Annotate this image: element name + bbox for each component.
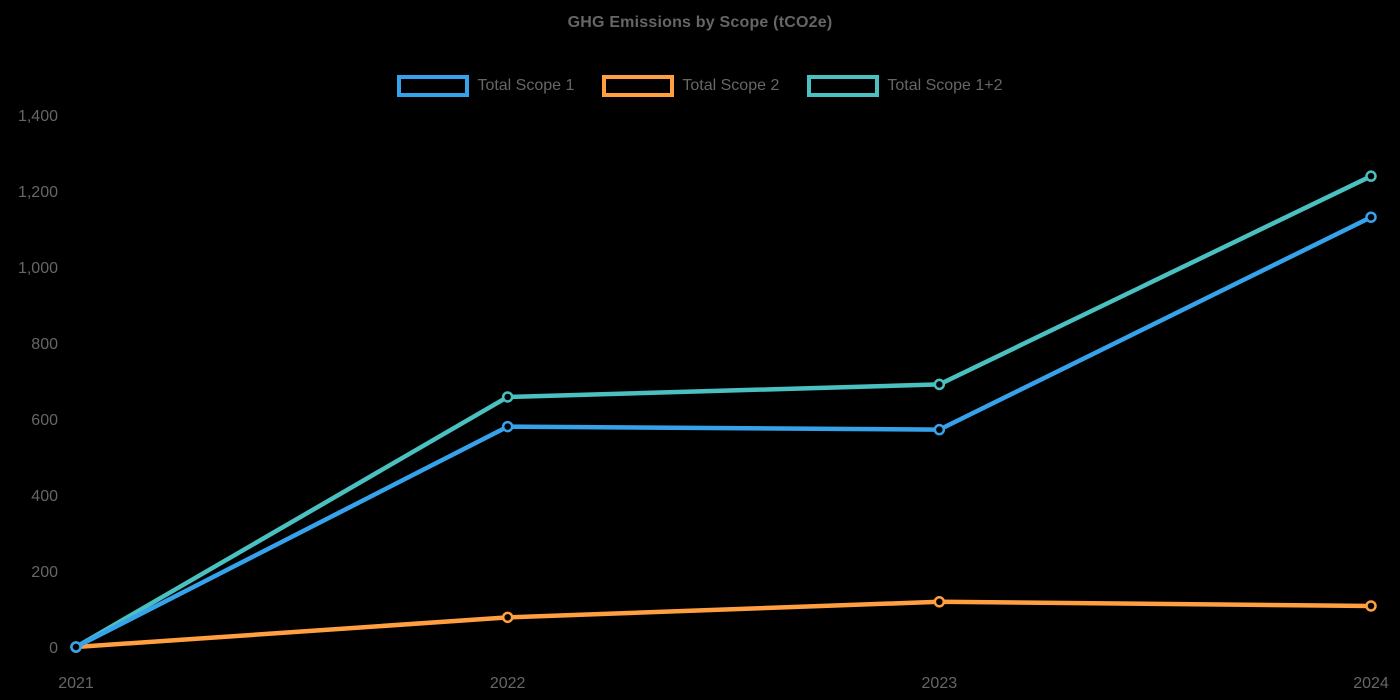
legend-item-total-scope-2[interactable]: Total Scope 2 [602, 75, 779, 97]
x-axis-tick-label: 2021 [58, 675, 94, 692]
legend-item-total-scope-1-2[interactable]: Total Scope 1+2 [807, 75, 1003, 97]
legend-swatch-total-scope-1-2 [807, 75, 880, 97]
x-axis-tick-label: 2023 [922, 675, 958, 692]
chart-title: GHG Emissions by Scope (tCO2e) [567, 14, 833, 31]
data-point[interactable] [501, 391, 514, 403]
data-point[interactable] [501, 420, 514, 433]
data-point[interactable] [1365, 170, 1377, 182]
y-axis-tick-label: 200 [31, 564, 58, 581]
legend-swatch-total-scope-2 [602, 75, 675, 97]
legend-label-total-scope-1: Total Scope 1 [477, 77, 575, 94]
y-axis-tick-label: 800 [31, 336, 58, 353]
y-axis-tick-label: 400 [31, 488, 58, 505]
data-point[interactable] [70, 641, 82, 653]
data-point[interactable] [501, 611, 514, 624]
data-point[interactable] [933, 423, 946, 436]
x-axis-tick-label: 2024 [1353, 675, 1389, 692]
y-axis-tick-label: 600 [31, 412, 58, 429]
y-axis-tick-label: 1,200 [18, 184, 58, 201]
data-point[interactable] [1365, 211, 1377, 223]
legend-label-total-scope-2: Total Scope 2 [682, 77, 780, 94]
legend-swatch-total-scope-1 [397, 75, 470, 97]
y-axis-tick-label: 1,000 [18, 260, 58, 277]
data-point[interactable] [933, 596, 946, 608]
y-axis-tick-label: 0 [49, 640, 58, 657]
legend-label-total-scope-1-2: Total Scope 1+2 [887, 77, 1003, 94]
chart-legend: Total Scope 1 Total Scope 2 Total Scope … [0, 75, 1400, 97]
data-point[interactable] [1365, 600, 1377, 612]
x-axis-tick-label: 2022 [490, 675, 526, 692]
data-point[interactable] [933, 378, 946, 391]
y-axis-tick-label: 1,400 [18, 108, 58, 125]
line-series-1 [73, 214, 1374, 650]
legend-item-total-scope-1[interactable]: Total Scope 1 [397, 75, 574, 97]
line-series-2 [73, 599, 1374, 650]
line-series-3 [73, 173, 1374, 650]
